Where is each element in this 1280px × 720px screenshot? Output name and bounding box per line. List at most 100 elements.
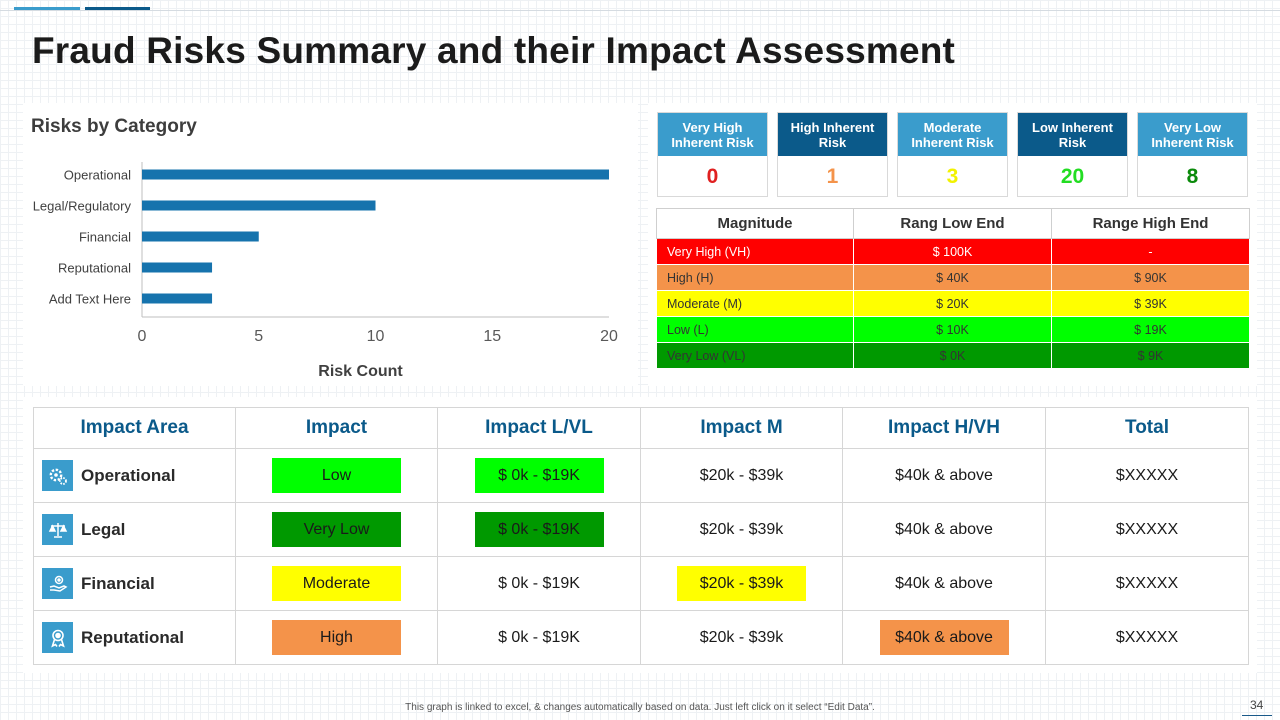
award-ribbon-icon [42,622,73,653]
magnitude-row: Low (L) $ 10K $ 19K [656,316,1250,343]
gears-icon [42,460,73,491]
impact-level-chip: Moderate [272,566,401,601]
impact-level-chip: Very Low [272,512,401,547]
impact-hvh-cell: $40k & above [842,610,1046,665]
magnitude-row: Moderate (M) $ 20K $ 39K [656,290,1250,317]
slide-title: Fraud Risks Summary and their Impact Ass… [32,30,956,71]
impact-row: Operational Low $ 0k - $19K $20k - $39k $40k… [33,448,1249,503]
magnitude-row: Very Low (VL) $ 0K $ 9K [656,342,1250,369]
magnitude-row: Very High (VH) $ 100K - [656,238,1250,265]
total-cell: $XXXXX [1045,502,1249,557]
range-high-header: Range High End [1051,208,1250,239]
impact-area: Legal [34,514,235,545]
impact-area-cell: Operational [33,448,236,503]
category-label: Legal/Regulatory [33,199,132,214]
total-value: $XXXXX [1115,574,1179,592]
bar-operational [142,169,609,180]
x-tick-label: 15 [483,328,501,345]
impact-m-cell: $20k - $39k [640,502,843,557]
category-label: Financial [79,230,131,245]
risk-card-count: 20 [1060,164,1085,188]
risks-by-category-chart: Operational Legal/Regulatory Financial Repu… [33,162,618,380]
impact-m-value: $20k - $39k [699,520,784,538]
impact-m-value: $20k - $39k [677,566,806,601]
range-high-cell: $ 19K [1051,316,1250,343]
magnitude-cell: Very Low (VL) [656,342,854,369]
x-tick-label: 20 [600,328,618,345]
impact-lvl-value: $ 0k - $19K [498,628,580,646]
impact-hvh-value: $40k & above [895,520,993,538]
impact-area-header: Impact Area [33,407,236,449]
risk-card-count: 1 [826,164,839,188]
range-low-cell: $ 100K [853,238,1052,265]
impact-lvl-header: Impact L/VL [437,407,641,449]
impact-m-cell: $20k - $39k [640,556,843,611]
impact-row: Legal Very Low $ 0k - $19K $20k - $39k $40k … [33,502,1249,557]
impact-hvh-value: $40k & above [879,620,1009,655]
impact-lvl-cell: $ 0k - $19K [437,502,641,557]
impact-level-chip: High [272,620,401,655]
impact-lvl-cell: $ 0k - $19K [437,448,641,503]
scales-icon [42,514,73,545]
impact-lvl-value: $ 0k - $19K [498,574,580,592]
impact-m-cell: $20k - $39k [640,448,843,503]
x-tick-label: 0 [138,328,147,345]
impact-hvh-cell: $40k & above [842,502,1046,557]
impact-lvl-cell: $ 0k - $19K [437,610,641,665]
impact-area-cell: Legal [33,502,236,557]
impact-area: Operational [34,460,235,491]
impact-row: Reputational High $ 0k - $19K $20k - $39k $4… [33,610,1249,665]
impact-level-chip: Low [272,458,401,493]
risk-card-count: 0 [706,164,719,188]
impact-lvl-cell: $ 0k - $19K [437,556,641,611]
range-low-cell: $ 10K [853,316,1052,343]
impact-hvh-value: $40k & above [895,466,993,484]
total-cell: $XXXXX [1045,610,1249,665]
risk-card: Very High Inherent Risk 0 [657,112,768,197]
accent-bar-light [14,7,80,11]
impact-m-value: $20k - $39k [699,628,784,646]
impact-hvh-header: Impact H/VH [842,407,1046,449]
total-value: $XXXXX [1115,520,1179,538]
accent-bar-dark [85,7,150,11]
category-label: Reputational [58,261,131,276]
impact-level-cell: Low [235,448,438,503]
risk-card-label: High Inherent Risk [778,113,887,156]
impact-m-cell: $20k - $39k [640,610,843,665]
total-cell: $XXXXX [1045,556,1249,611]
chart-title: Risks by Category [31,116,197,137]
risk-card-label: Very Low Inherent Risk [1138,113,1247,156]
bar-reputational [142,262,213,273]
impact-header: Impact [235,407,438,449]
impact-area-label: Reputational [81,627,184,647]
impact-area-cell: Financial [33,556,236,611]
risk-card: High Inherent Risk 1 [777,112,888,197]
impact-header-row: Impact Area Impact Impact L/VL Impact M … [33,407,1249,449]
x-tick-label: 5 [254,328,263,345]
impact-hvh-cell: $40k & above [842,556,1046,611]
bar-legal-regulatory [142,200,376,211]
impact-hvh-cell: $40k & above [842,448,1046,503]
impact-level-cell: Very Low [235,502,438,557]
impact-area-label: Operational [81,465,176,485]
chart-panel [23,103,638,386]
magnitude-header-row: Magnitude Rang Low End Range High End [656,208,1250,239]
impact-area-label: Financial [81,573,155,593]
total-value: $XXXXX [1115,628,1179,646]
impact-m-value: $20k - $39k [699,466,784,484]
range-high-cell: $ 39K [1051,290,1250,317]
magnitude-row: High (H) $ 40K $ 90K [656,264,1250,291]
risk-card: Low Inherent Risk 20 [1017,112,1128,197]
risk-card-label: Moderate Inherent Risk [898,113,1007,156]
magnitude-cell: High (H) [656,264,854,291]
x-axis-title: Risk Count [318,363,403,380]
risk-card-label: Very High Inherent Risk [658,113,767,156]
impact-area-cell: Reputational [33,610,236,665]
risk-card: Moderate Inherent Risk 3 [897,112,1008,197]
category-label: Operational [64,168,131,183]
bar-financial [142,231,259,242]
total-value: $XXXXX [1115,466,1179,484]
bar-add-text-here [142,293,213,304]
impact-area: Reputational [34,622,235,653]
money-hand-icon [42,568,73,599]
